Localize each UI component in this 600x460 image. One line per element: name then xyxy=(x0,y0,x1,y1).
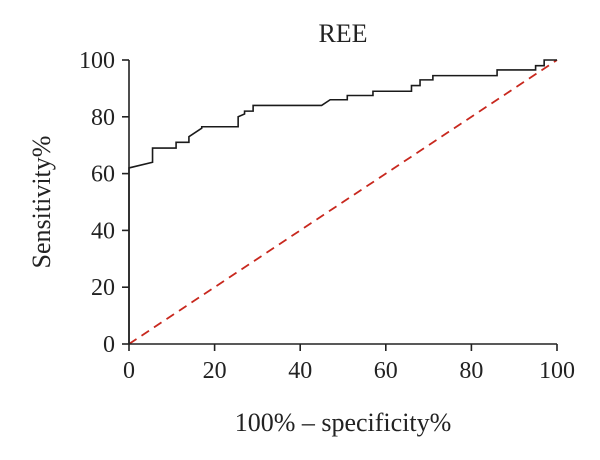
x-tick-label: 40 xyxy=(288,358,312,384)
x-axis-title: 100% – specificity% xyxy=(235,408,452,437)
y-axis-title: Sensitivity% xyxy=(27,136,56,269)
plot-area xyxy=(128,59,558,345)
y-tick-label: 100 xyxy=(79,48,115,74)
x-tick-label: 20 xyxy=(203,358,227,384)
reference-line xyxy=(128,59,558,345)
x-tick-label: 100 xyxy=(539,358,575,384)
chart-title: REE xyxy=(318,19,367,48)
x-tick-label: 80 xyxy=(459,358,483,384)
x-axis-ticks: 0 20 40 60 80 100 xyxy=(123,344,575,384)
y-tick-label: 80 xyxy=(91,105,115,131)
y-axis-ticks: 0 20 40 60 80 100 xyxy=(79,48,129,358)
x-tick-label: 0 xyxy=(123,358,135,384)
y-tick-label: 20 xyxy=(91,275,115,301)
y-tick-label: 40 xyxy=(91,218,115,244)
x-tick-label: 60 xyxy=(374,358,398,384)
roc-curve xyxy=(128,59,557,344)
y-tick-label: 60 xyxy=(91,162,115,188)
y-tick-label: 0 xyxy=(103,332,115,358)
